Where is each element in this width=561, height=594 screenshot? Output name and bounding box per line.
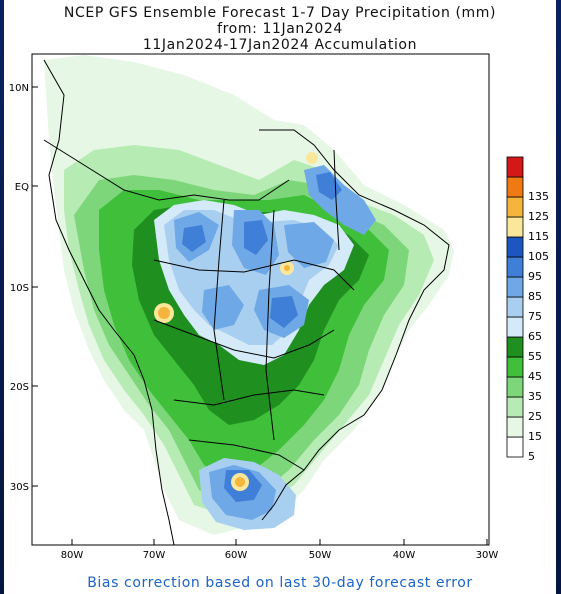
lat-label: 30S	[10, 482, 29, 493]
lat-label: 20S	[10, 382, 29, 393]
legend-swatch	[506, 416, 524, 438]
legend-swatch	[506, 356, 524, 378]
precip-peak-north	[306, 152, 318, 164]
legend-swatch	[506, 336, 524, 358]
map-subtitle-period: 11Jan2024-17Jan2024 Accumulation	[142, 37, 418, 53]
precip-peak-south-core	[235, 477, 245, 487]
legend-label: 85	[528, 290, 542, 303]
precip-contour-95	[182, 225, 206, 252]
legend-label: 135	[528, 190, 549, 203]
axes: 10N EQ 10S 20S 30S 80W 70W 60W 50W 40W 30W	[9, 83, 499, 561]
lon-label: 50W	[309, 550, 332, 561]
precip-peak-west-core	[158, 307, 170, 319]
color-legend: 5 15 25 35 45 55 65 75 85 95 105 115 125 135	[506, 156, 549, 463]
legend-swatch	[506, 276, 524, 298]
lon-label: 70W	[143, 550, 166, 561]
map-subtitle-from: from: 11Jan2024	[217, 21, 343, 37]
precip-contour-95-c	[270, 296, 298, 328]
legend-label: 45	[528, 370, 542, 383]
legend-swatch	[506, 196, 524, 218]
precip-contour-85-c	[284, 222, 334, 268]
precipitation-field	[44, 55, 454, 535]
precipitation-map: 10N EQ 10S 20S 30S 80W 70W 60W 50W 40W 30W 5 15 25 35…	[9, 53, 549, 561]
legend-label: 55	[528, 350, 542, 363]
legend-swatch	[506, 376, 524, 398]
legend-label: 65	[528, 330, 542, 343]
legend-swatch	[506, 436, 524, 458]
legend-swatch	[506, 256, 524, 278]
legend-label: 105	[528, 250, 549, 263]
legend-label: 115	[528, 230, 549, 243]
legend-swatch	[506, 176, 524, 198]
lon-label: 40W	[393, 550, 416, 561]
lon-label: 30W	[476, 550, 499, 561]
legend-swatch	[506, 396, 524, 418]
lat-label: 10N	[9, 83, 29, 94]
legend-label: 95	[528, 270, 542, 283]
legend-label: 15	[528, 430, 542, 443]
precip-contour-85-e	[202, 285, 244, 330]
legend-swatch	[506, 216, 524, 238]
legend-swatch	[506, 156, 524, 178]
legend-label: 5	[528, 450, 535, 463]
lon-label: 80W	[61, 550, 84, 561]
coastlines	[43, 59, 450, 545]
legend-swatch	[506, 316, 524, 338]
legend-label: 75	[528, 310, 542, 323]
forecast-map-panel: NCEP GFS Ensemble Forecast 1-7 Day Preci…	[4, 0, 556, 594]
precip-contour-95-b	[244, 220, 268, 255]
bias-correction-note: Bias correction based on last 30-day for…	[87, 575, 473, 591]
lat-label: 10S	[10, 283, 29, 294]
legend-swatch	[506, 296, 524, 318]
plot-frame	[31, 53, 490, 546]
legend-label: 35	[528, 390, 542, 403]
legend-label: 25	[528, 410, 542, 423]
lat-label: EQ	[15, 182, 29, 193]
lon-label: 60W	[225, 550, 248, 561]
legend-label: 125	[528, 210, 549, 223]
legend-swatch	[506, 236, 524, 258]
map-title: NCEP GFS Ensemble Forecast 1-7 Day Preci…	[63, 5, 497, 21]
precip-peak-central-core	[284, 265, 290, 271]
